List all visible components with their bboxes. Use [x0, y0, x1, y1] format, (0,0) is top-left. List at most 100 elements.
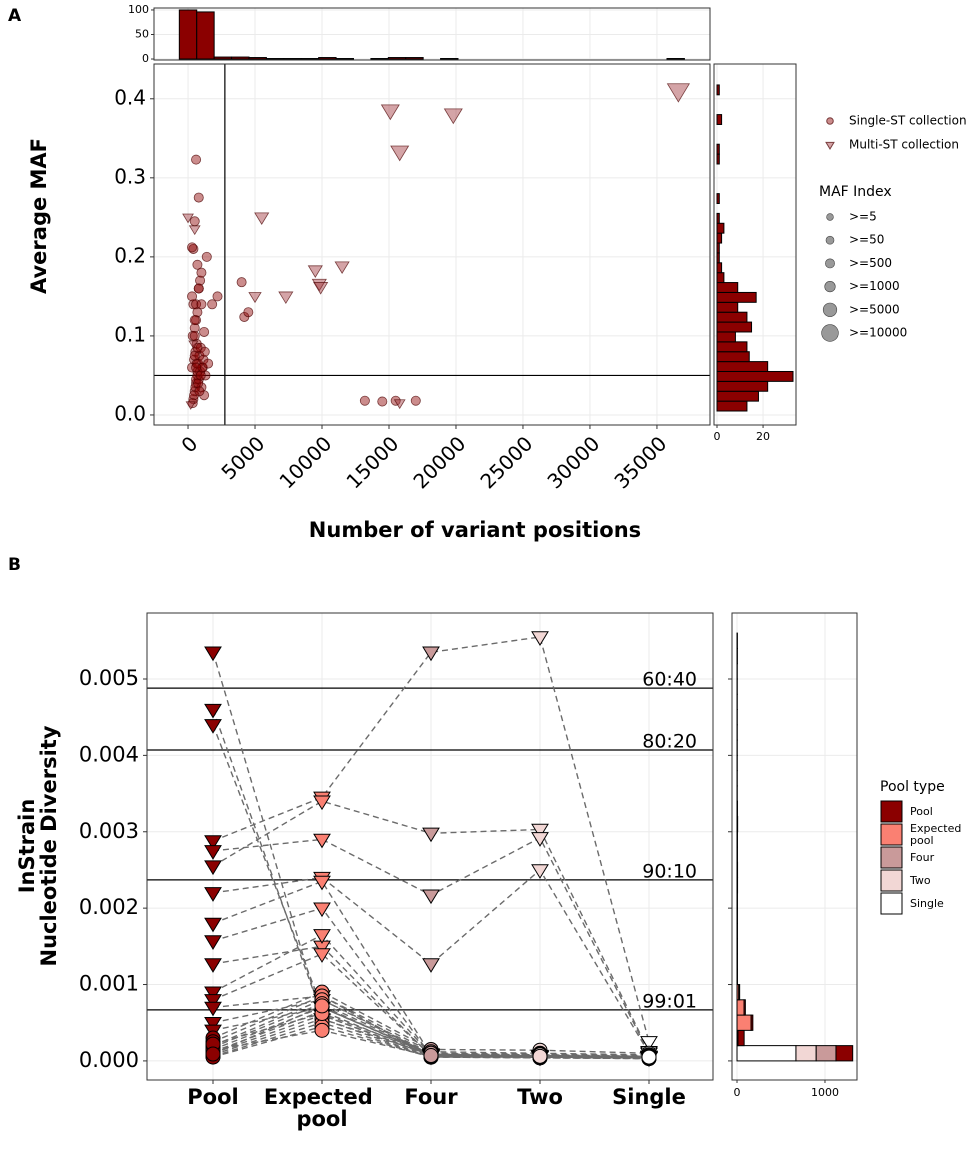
legend-title: Pool type — [880, 779, 945, 795]
histogram-bar — [387, 57, 407, 60]
point — [204, 703, 222, 719]
point — [334, 261, 350, 275]
x-tick-label: 20000 — [408, 431, 470, 493]
point — [393, 399, 406, 410]
point — [531, 823, 549, 839]
reference-label: 99:01 — [642, 990, 697, 1012]
point — [666, 83, 691, 103]
reference-label: 80:20 — [642, 731, 697, 753]
histogram-bar — [736, 1045, 797, 1062]
histogram-bar — [196, 11, 215, 60]
point — [204, 719, 222, 734]
point — [243, 307, 254, 318]
point — [189, 390, 200, 401]
histogram-bar — [743, 999, 746, 1016]
y-tick-label: 0.2 — [114, 243, 146, 267]
legend-label: Single — [910, 897, 944, 910]
point — [531, 631, 549, 646]
point — [204, 958, 222, 973]
histogram-bar — [716, 311, 748, 323]
x-tick-label: 15000 — [341, 431, 403, 493]
point — [390, 395, 401, 406]
x-tick-label: 30000 — [542, 431, 604, 493]
histogram-bar — [716, 380, 769, 392]
y-tick-label: 0.000 — [79, 1048, 139, 1072]
point — [204, 1001, 222, 1017]
x-tick-label: Pool — [187, 1085, 238, 1109]
sample-line — [212, 1012, 650, 1058]
panel-border — [731, 612, 858, 1081]
point — [314, 998, 330, 1014]
point — [204, 860, 222, 876]
histogram-bar — [716, 143, 720, 155]
point — [207, 299, 218, 310]
histogram-bar — [716, 84, 720, 96]
legend-label: >=10000 — [849, 326, 907, 340]
point — [205, 1046, 221, 1062]
point — [195, 342, 206, 353]
histogram-bar — [750, 1014, 754, 1031]
histogram-bar — [716, 232, 723, 244]
point — [204, 646, 222, 662]
x-tick-label: Expected pool — [264, 1085, 380, 1131]
point — [307, 265, 323, 278]
point — [188, 340, 199, 350]
legend-symbol — [825, 141, 835, 150]
point — [187, 291, 198, 302]
y-tick-label: 0.005 — [79, 666, 139, 690]
point — [194, 386, 205, 397]
histogram-bar — [716, 222, 725, 234]
legend-title: MAF Index — [819, 184, 892, 200]
histogram-bar — [231, 56, 250, 60]
histogram-bar — [716, 242, 720, 254]
point — [423, 1048, 439, 1064]
legend-label: Single-ST collection — [849, 114, 967, 128]
y-tick-label: 0.003 — [79, 819, 139, 843]
point — [313, 875, 331, 891]
x-tick-label: 5000 — [216, 431, 269, 484]
y-axis-title: InStrain — [15, 799, 39, 894]
point — [189, 216, 200, 227]
histogram-bar — [716, 114, 723, 125]
histogram-bar — [716, 193, 720, 205]
point — [189, 330, 200, 341]
histogram-bar — [716, 400, 748, 412]
y-tick-label: 0.1 — [114, 322, 146, 346]
point — [422, 827, 440, 843]
point — [278, 291, 294, 305]
point — [641, 1049, 657, 1065]
histogram-bar — [738, 984, 741, 1001]
histogram-bar — [716, 390, 759, 402]
histogram-bar — [716, 370, 794, 382]
legend-label: Pool — [910, 805, 933, 818]
point — [390, 145, 410, 162]
histogram-bar — [716, 282, 739, 293]
histogram-bar — [736, 1014, 752, 1031]
point — [313, 929, 331, 944]
x-tick-label: 25000 — [475, 431, 537, 493]
y-tick-label: 0.001 — [79, 972, 139, 996]
histogram-bar — [716, 212, 720, 224]
legend-label: >=500 — [849, 256, 892, 270]
point — [193, 283, 204, 294]
histogram-bar — [835, 1045, 854, 1062]
point — [313, 902, 331, 918]
histogram-bar — [405, 57, 424, 60]
legend-label: Four — [910, 851, 935, 864]
y-tick-label: 0.004 — [79, 742, 139, 766]
panel-border — [146, 612, 714, 1081]
legend-label: Two — [909, 874, 931, 887]
point — [531, 832, 549, 847]
histogram-bar — [716, 361, 769, 372]
panel-background — [147, 613, 713, 1080]
point — [313, 282, 329, 295]
legend-symbol — [825, 235, 835, 245]
legend-swatch — [880, 892, 903, 915]
panel-label: A — [8, 6, 22, 26]
point — [377, 396, 388, 407]
panel-border — [153, 7, 711, 61]
y-tick-label: 0.4 — [114, 85, 146, 109]
point — [204, 917, 222, 933]
point — [201, 251, 212, 262]
legend-swatch — [880, 869, 903, 892]
